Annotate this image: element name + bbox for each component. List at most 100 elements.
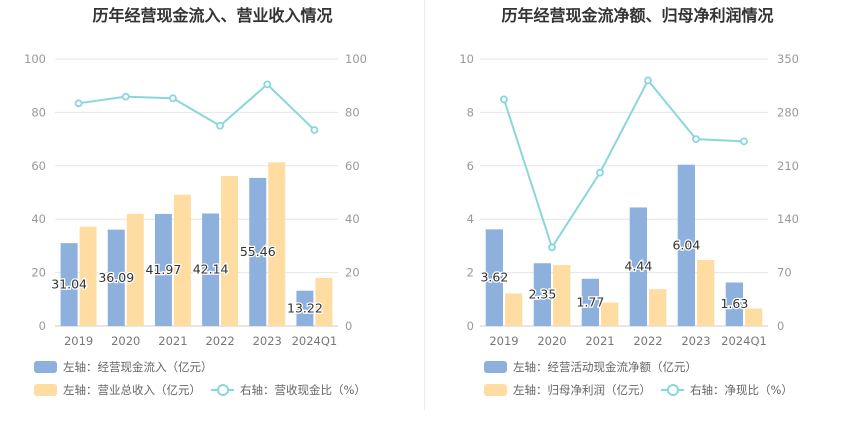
right-axis-tick-label: 60 <box>345 159 360 173</box>
line-point <box>692 135 700 144</box>
bar-primary <box>629 207 647 326</box>
bar-data-label: 36.09 <box>98 270 134 285</box>
bar-data-label: 3.62 <box>480 270 508 285</box>
right-axis-tick-label: 0 <box>345 319 352 333</box>
right-axis-tick-label: 140 <box>777 212 799 226</box>
bar-secondary <box>649 289 667 326</box>
x-axis-tick-label: 2021 <box>158 334 187 348</box>
legend-item[interactable]: 右轴：营收现金比（%） <box>211 382 366 398</box>
legend-row-1: 左轴：经营活动现金流净额（亿元） <box>484 359 707 375</box>
bar-data-label: 31.04 <box>51 277 87 292</box>
x-axis-tick-label: 2020 <box>111 334 140 348</box>
legend-label: 左轴：归母净利润（亿元） <box>513 383 651 397</box>
line-point <box>216 121 224 130</box>
left-axis-tick-label: 8 <box>467 105 474 119</box>
right-axis-tick-label: 350 <box>777 52 799 66</box>
legend-label: 左轴：营业总收入（亿元） <box>63 383 201 397</box>
line-point <box>263 80 272 89</box>
bar-secondary <box>315 277 333 326</box>
x-axis-tick-label: 2022 <box>205 334 234 348</box>
bar-data-label: 55.46 <box>240 244 276 259</box>
bar-data-label: 13.22 <box>287 300 323 315</box>
bar-primary <box>60 243 78 326</box>
line-point <box>644 76 652 85</box>
legend-item[interactable]: 右轴：净现比（%） <box>661 382 793 398</box>
legend-item[interactable]: 左轴：营业总收入（亿元） <box>34 382 201 398</box>
bar-primary <box>296 290 314 326</box>
bar-data-label: 1.63 <box>720 296 748 311</box>
legend-bar-swatch <box>484 384 507 396</box>
bar-secondary <box>79 226 97 326</box>
x-axis-tick-label: 2023 <box>681 334 710 348</box>
x-axis-tick-label: 2019 <box>64 334 93 348</box>
bar-secondary <box>268 162 286 326</box>
line-point <box>596 168 604 177</box>
right-axis-tick-label: 80 <box>345 105 360 119</box>
left-axis-tick-label: 10 <box>459 52 474 66</box>
right-axis-tick-label: 70 <box>777 266 792 280</box>
left-axis-tick-label: 40 <box>31 212 46 226</box>
right-axis-tick-label: 210 <box>777 159 799 173</box>
left-axis-tick-label: 100 <box>24 52 46 66</box>
bar-secondary <box>221 175 239 326</box>
x-axis-tick-label: 2022 <box>633 334 662 348</box>
line-point <box>121 92 130 101</box>
line-point <box>169 94 177 103</box>
line-point <box>548 243 556 252</box>
bar-secondary <box>173 194 191 326</box>
left-axis-tick-label: 4 <box>467 212 474 226</box>
left-axis-tick-label: 6 <box>467 159 474 173</box>
legend-bar-swatch <box>34 384 57 396</box>
left-axis-tick-label: 20 <box>31 266 46 280</box>
chart-title: 历年经营现金流净额、归母净利润情况 <box>501 6 774 25</box>
bar-data-label: 4.44 <box>624 259 652 274</box>
legend-bar-swatch <box>484 361 507 373</box>
right-axis-tick-label: 20 <box>345 266 360 280</box>
legend-row-2: 左轴：营业总收入（亿元） 右轴：营收现金比（%） <box>34 382 376 398</box>
legend-item[interactable]: 左轴：经营活动现金流净额（亿元） <box>484 359 697 375</box>
bar-primary <box>485 229 503 326</box>
x-axis-tick-label: 2024Q1 <box>292 334 338 348</box>
legend-line-swatch <box>211 384 234 396</box>
panel-divider <box>424 0 425 410</box>
left-axis-tick-label: 60 <box>31 159 46 173</box>
legend-item[interactable]: 左轴：归母净利润（亿元） <box>484 382 651 398</box>
x-axis-tick-label: 2020 <box>537 334 566 348</box>
bar-primary <box>202 213 220 326</box>
bar-primary <box>154 213 172 326</box>
bar-data-label: 1.77 <box>576 294 604 309</box>
x-axis-tick-label: 2021 <box>585 334 614 348</box>
bar-data-label: 42.14 <box>193 262 229 277</box>
bar-secondary <box>553 265 571 326</box>
left-axis-tick-label: 2 <box>467 266 474 280</box>
bar-primary <box>677 164 695 326</box>
bar-primary <box>581 278 599 326</box>
x-axis-tick-label: 2024Q1 <box>721 334 767 348</box>
left-axis-tick-label: 80 <box>31 105 46 119</box>
bar-data-label: 2.35 <box>528 287 556 302</box>
bar-data-label: 41.97 <box>146 262 182 277</box>
bar-data-label: 6.04 <box>672 237 700 252</box>
series-line <box>78 83 316 131</box>
x-axis-tick-label: 2023 <box>253 334 282 348</box>
right-axis-tick-label: 0 <box>777 319 784 333</box>
right-axis-tick-label: 100 <box>345 52 367 66</box>
bar-primary <box>725 282 743 326</box>
line-point <box>74 99 83 108</box>
legend-label: 左轴：经营现金流入（亿元） <box>63 360 213 374</box>
legend-bar-swatch <box>34 361 57 373</box>
legend-label: 右轴：营收现金比（%） <box>240 383 366 397</box>
legend-label: 左轴：经营活动现金流净额（亿元） <box>513 360 697 374</box>
legend-label: 右轴：净现比（%） <box>690 383 793 397</box>
bar-primary <box>249 177 267 326</box>
left-axis-tick-label: 0 <box>467 319 474 333</box>
bar-primary <box>533 263 551 326</box>
bar-secondary <box>745 308 763 326</box>
left-axis-tick-label: 0 <box>39 319 46 333</box>
legend-item[interactable]: 左轴：经营现金流入（亿元） <box>34 359 213 375</box>
legend-row-1: 左轴：经营现金流入（亿元） <box>34 359 223 375</box>
chart-panel-cashflow-revenue: 历年经营现金流入、营业收入情况 0 0 20 20 40 40 60 60 80 80 100 100… <box>24 6 376 398</box>
bar-secondary <box>126 213 144 326</box>
line-point <box>310 126 319 134</box>
